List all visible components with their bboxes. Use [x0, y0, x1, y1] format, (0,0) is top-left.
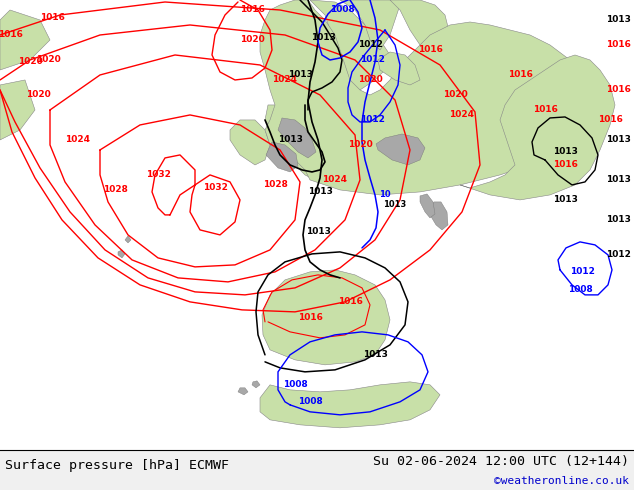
Polygon shape	[260, 0, 590, 195]
Text: 10: 10	[379, 191, 391, 199]
Polygon shape	[238, 388, 248, 395]
Text: 1013: 1013	[363, 350, 387, 359]
Polygon shape	[260, 382, 440, 428]
Text: 1012: 1012	[569, 268, 595, 276]
Text: 1020: 1020	[358, 75, 382, 84]
Text: Surface pressure [hPa] ECMWF: Surface pressure [hPa] ECMWF	[5, 459, 229, 471]
Text: 1013: 1013	[605, 135, 630, 145]
Polygon shape	[265, 105, 325, 180]
Polygon shape	[420, 194, 435, 218]
Polygon shape	[252, 381, 260, 388]
Polygon shape	[390, 0, 450, 55]
Text: 1016: 1016	[297, 314, 323, 322]
Text: 1020: 1020	[240, 35, 264, 45]
Text: 1013: 1013	[311, 33, 335, 43]
Polygon shape	[125, 236, 131, 243]
Text: 1013: 1013	[605, 16, 630, 24]
Text: 1016: 1016	[337, 297, 363, 306]
Text: 1024: 1024	[450, 110, 474, 120]
Text: 1020: 1020	[25, 91, 50, 99]
Polygon shape	[310, 55, 330, 85]
Polygon shape	[266, 142, 298, 172]
Text: 1024: 1024	[273, 75, 297, 84]
Text: 1013: 1013	[553, 147, 578, 156]
Polygon shape	[230, 120, 270, 165]
Text: 1020: 1020	[347, 141, 372, 149]
Polygon shape	[378, 52, 420, 85]
Text: 1016: 1016	[533, 105, 557, 115]
Text: 1016: 1016	[605, 85, 630, 95]
Polygon shape	[310, 0, 390, 105]
Text: 1024: 1024	[65, 135, 91, 145]
Text: 1013: 1013	[553, 196, 578, 204]
Text: ©weatheronline.co.uk: ©weatheronline.co.uk	[494, 476, 629, 486]
Text: 1013: 1013	[605, 216, 630, 224]
Text: 1012: 1012	[359, 116, 384, 124]
Polygon shape	[0, 10, 50, 70]
Text: 1013: 1013	[306, 227, 330, 236]
Text: 1020: 1020	[18, 57, 42, 67]
Polygon shape	[278, 118, 316, 158]
Text: 1013: 1013	[307, 187, 332, 196]
Text: 1013: 1013	[384, 200, 406, 209]
Text: 1016: 1016	[240, 5, 264, 15]
Text: 1008: 1008	[297, 397, 322, 406]
Text: 1016: 1016	[605, 41, 630, 49]
Text: 1008: 1008	[567, 285, 592, 294]
Text: 1020: 1020	[443, 91, 467, 99]
Text: 1028: 1028	[103, 185, 127, 195]
Text: 1016: 1016	[418, 46, 443, 54]
Polygon shape	[376, 134, 425, 165]
Text: 1008: 1008	[283, 380, 307, 390]
Text: 1032: 1032	[202, 183, 228, 193]
Text: 1016: 1016	[0, 30, 22, 40]
Text: 1013: 1013	[278, 135, 302, 145]
Polygon shape	[460, 55, 615, 200]
Text: 1028: 1028	[262, 180, 287, 190]
Text: 1016: 1016	[598, 116, 623, 124]
Text: Su 02-06-2024 12:00 UTC (12+144): Su 02-06-2024 12:00 UTC (12+144)	[373, 455, 629, 468]
Text: 1024: 1024	[323, 175, 347, 184]
Text: 1012: 1012	[605, 250, 630, 259]
Text: 1012: 1012	[359, 55, 384, 65]
Polygon shape	[340, 0, 400, 50]
Text: 1016: 1016	[553, 160, 578, 170]
Text: 1016: 1016	[39, 14, 65, 23]
Text: 1013: 1013	[288, 71, 313, 79]
Polygon shape	[429, 202, 448, 230]
Text: 1013: 1013	[605, 175, 630, 184]
Text: 1016: 1016	[508, 71, 533, 79]
Polygon shape	[0, 80, 35, 140]
Text: 1032: 1032	[146, 171, 171, 179]
Text: 1008: 1008	[330, 5, 354, 15]
Polygon shape	[118, 250, 125, 258]
Polygon shape	[262, 270, 390, 365]
Text: 1020: 1020	[36, 55, 60, 65]
Text: 1012: 1012	[358, 41, 382, 49]
Polygon shape	[0, 450, 634, 490]
